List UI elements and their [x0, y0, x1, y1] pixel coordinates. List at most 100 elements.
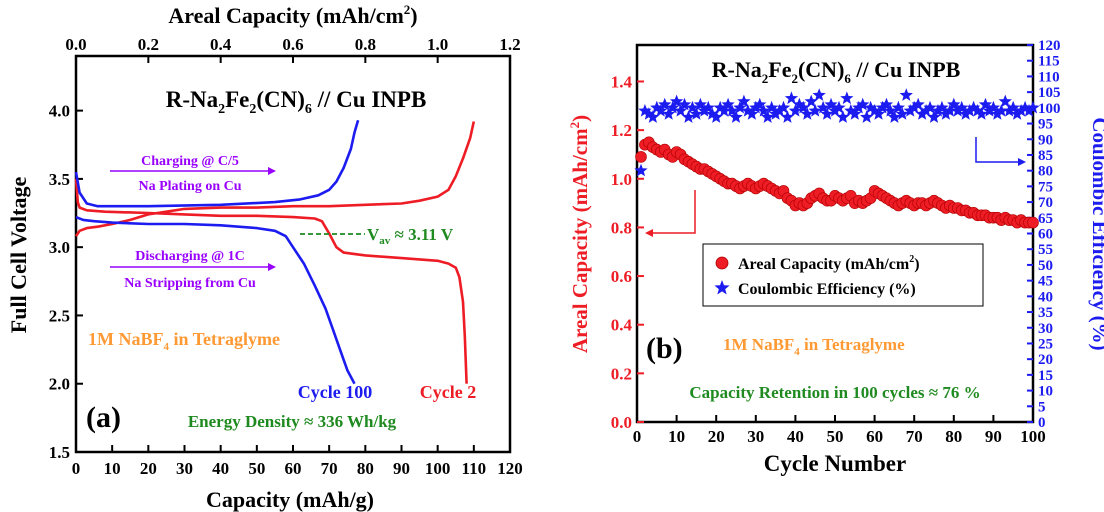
- panel-a-electrolyte-label: 1M NaBF4 in Tetraglyme: [88, 329, 280, 353]
- panel-b-y2-tick-label: 15: [1038, 368, 1053, 384]
- legend-capacity-marker: [715, 256, 729, 270]
- efficiency-point: [705, 107, 719, 120]
- panel-b-y2-tick-label: 85: [1038, 148, 1053, 164]
- efficiency-point: [828, 104, 842, 117]
- efficiency-point: [939, 107, 953, 120]
- panel-a-x-tick-label: 30: [176, 459, 193, 478]
- legend: Areal Capacity (mAh/cm2) Coulombic Effic…: [702, 243, 984, 307]
- efficiency-point: [848, 107, 862, 120]
- panel-a-x-tick-label: 110: [462, 459, 487, 478]
- panel-a-title: R-Na2Fe2(CN)6 // Cu INPB: [166, 87, 427, 117]
- panel-b-y-tick-label: 1.4: [611, 72, 633, 91]
- efficiency-point: [737, 94, 751, 108]
- panel-a-y-tick-label: 2.5: [49, 306, 70, 325]
- efficiency-point: [891, 100, 905, 114]
- efficiency-point: [998, 94, 1012, 108]
- efficiency-point: [677, 97, 692, 111]
- panel-a-x-tick-label: 90: [393, 459, 410, 478]
- efficiency-point: [721, 97, 735, 111]
- panel-a-y-tick-label: 2.0: [49, 375, 70, 394]
- efficiency-point: [784, 91, 799, 105]
- efficiency-point: [832, 100, 846, 114]
- efficiency-point: [1022, 104, 1036, 117]
- efficiency-point: [867, 104, 882, 117]
- efficiency-point: [955, 100, 969, 114]
- efficiency-point: [725, 104, 739, 117]
- efficiency-point: [788, 104, 803, 117]
- panel-a: 0 10 20 30 40 50 60 70 80 90 100 110 120 1.5 2.0 2.5 3.0…: [6, 2, 523, 512]
- panel-b-y2-tick-label: 110: [1038, 69, 1060, 85]
- efficiency-point: [982, 104, 997, 117]
- efficiency-point: [701, 100, 715, 114]
- legend-box: [702, 243, 984, 307]
- panel-b-x-tick-label: 30: [747, 427, 764, 446]
- efficiency-point: [658, 97, 672, 111]
- efficiency-point: [1014, 104, 1028, 117]
- panel-a-top-axis-title: Areal Capacity (mAh/cm2): [168, 2, 417, 28]
- panel-b-y2-tick-label: 80: [1038, 164, 1053, 180]
- stripping-label: Na Stripping from Cu: [124, 276, 256, 291]
- efficiency-point: [919, 104, 933, 117]
- panel-b-y2-axis-title: Coulombic Efficiency (%): [1088, 117, 1104, 350]
- panel-a-y-tick-label: 3.5: [49, 170, 70, 189]
- efficiency-point: [733, 100, 747, 114]
- panel-b-y2-tick-label: 115: [1038, 54, 1060, 70]
- panel-b-y2-tick-label: 5: [1038, 399, 1046, 415]
- efficiency-point: [816, 100, 830, 114]
- efficiency-point: [911, 97, 925, 111]
- panel-a-x-tick-label: 0: [72, 459, 81, 478]
- efficiency-point: [765, 100, 779, 114]
- panel-b-y-axis-title: Areal Capacity (mAh/cm2): [567, 115, 592, 353]
- efficiency-point: [741, 104, 755, 117]
- capacity-retention-label: Capacity Retention in 100 cycles ≈ 76 %: [689, 383, 980, 402]
- panel-a-y-tick-label: 1.5: [49, 443, 70, 462]
- efficiency-point: [974, 107, 989, 120]
- efficiency-point: [895, 107, 909, 120]
- efficiency-point: [689, 107, 704, 120]
- efficiency-point: [907, 100, 921, 114]
- efficiency-point: [634, 163, 648, 177]
- efficiency-point: [808, 104, 822, 117]
- efficiency-point: [883, 104, 898, 117]
- panel-a-x-tick-label: 120: [497, 459, 523, 478]
- efficiency-point: [729, 110, 743, 123]
- cycle-100-discharge-curve: [75, 215, 356, 385]
- panel-b-y2-tick-label: 60: [1038, 227, 1053, 243]
- panel-b-y2-tick-label: 30: [1038, 321, 1053, 337]
- efficiency-point: [994, 104, 1008, 117]
- efficiency-point: [915, 107, 929, 120]
- efficiency-point: [887, 110, 902, 123]
- panel-b-x-tick-label: 40: [787, 427, 804, 446]
- efficiency-point: [1010, 107, 1024, 120]
- capacity-point: [635, 151, 647, 163]
- panel-b-y-tick-label: 0.6: [611, 267, 632, 286]
- efficiency-point: [642, 107, 656, 120]
- efficiency-point: [875, 100, 890, 114]
- efficiency-point: [768, 107, 783, 120]
- panel-b-y2-tick-label: 120: [1038, 38, 1061, 54]
- panel-a-x2-tick-label: 0.8: [355, 35, 376, 54]
- panel-a-x2-tick-label: 1.2: [499, 35, 520, 54]
- charging-arrow-head: [268, 167, 276, 175]
- vav-label: Vav ≈ 3.11 V: [367, 225, 454, 247]
- panel-a-y-tick-label: 4.0: [49, 102, 70, 121]
- cycle-2-label: Cycle 2: [420, 382, 476, 402]
- panel-b-x-tick-label: 70: [906, 427, 923, 446]
- efficiency-point: [1026, 100, 1040, 114]
- panel-b-y2-tick-label: 40: [1038, 289, 1053, 305]
- panel-a-x2-tick-label: 0.6: [282, 35, 303, 54]
- efficiency-point: [681, 110, 696, 123]
- panel-b-y2-tick-label: 90: [1038, 132, 1053, 148]
- capacity-axis-arrow-head: [645, 229, 653, 237]
- panel-b-electrolyte-label: 1M NaBF4 in Tetraglyme: [723, 335, 905, 358]
- efficiency-point: [697, 104, 711, 117]
- efficiency-point: [966, 100, 981, 114]
- panel-b-label: (b): [646, 332, 683, 365]
- efficiency-point: [864, 100, 878, 114]
- efficiency-point: [951, 104, 965, 117]
- panel-a-x-tick-label: 50: [248, 459, 265, 478]
- efficiency-point: [693, 97, 707, 111]
- charging-label: Charging @ C/5: [141, 154, 239, 169]
- efficiency-point: [780, 110, 795, 123]
- panel-b-x-tick-label: 60: [866, 427, 883, 446]
